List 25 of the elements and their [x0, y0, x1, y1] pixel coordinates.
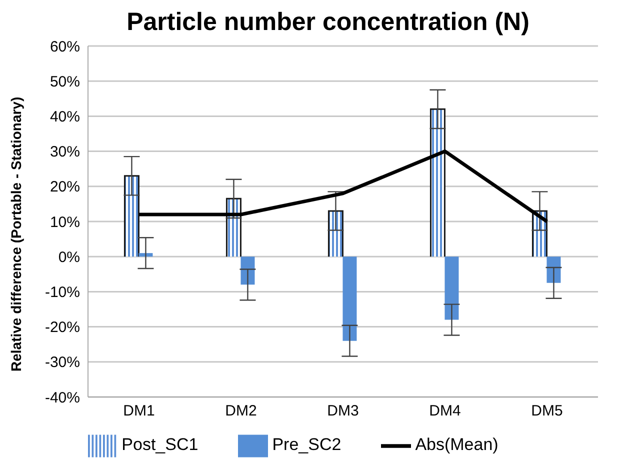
x-tick-label: DM1 — [123, 402, 155, 420]
x-tick-label: DM5 — [531, 402, 563, 420]
legend-label: Abs(Mean) — [415, 435, 498, 454]
legend-label: Post_SC1 — [122, 435, 198, 454]
y-tick-label: 30% — [50, 144, 80, 161]
y-tick-label: -40% — [44, 389, 80, 406]
y-tick-label: 10% — [50, 214, 80, 231]
x-tick-label: DM4 — [429, 402, 461, 420]
y-tick-label: -20% — [44, 319, 80, 336]
x-tick-label: DM3 — [327, 402, 359, 420]
y-tick-label: -10% — [44, 284, 80, 302]
bar — [444, 256, 459, 320]
y-tick-label: -30% — [44, 354, 80, 372]
y-axis-title: Relative difference (Portable - Stationary) — [8, 96, 24, 372]
bar — [546, 256, 561, 283]
line-series — [137, 150, 549, 224]
legend-label: Pre_SC2 — [272, 435, 342, 454]
bar — [342, 256, 357, 341]
y-tick-label: 50% — [50, 73, 80, 90]
y-tick-label: 60% — [50, 38, 80, 56]
y-tick-label: 0% — [58, 248, 80, 266]
y-tick-label: 20% — [50, 178, 80, 196]
chart-title: Particle number concentration (N) — [126, 8, 530, 37]
x-tick-label: DM2 — [225, 402, 257, 420]
y-tick-label: 40% — [50, 108, 80, 126]
